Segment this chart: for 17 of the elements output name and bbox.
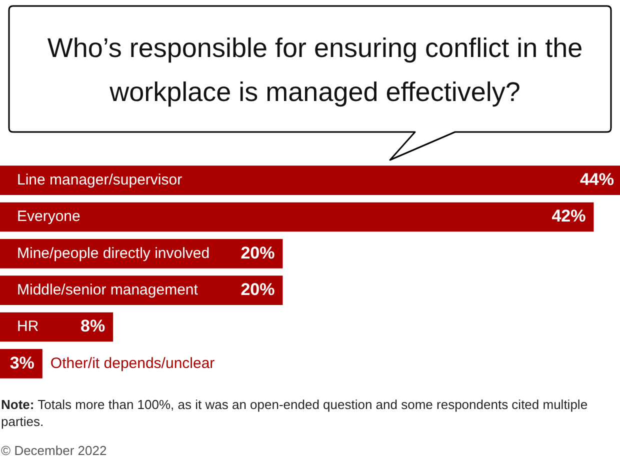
y-tick-label: Mine/people directly involved	[17, 244, 210, 262]
y-tick-label: HR	[17, 318, 39, 336]
y-tick-label: Line manager/supervisor	[17, 171, 182, 188]
y-tick-label: Everyone	[17, 208, 80, 226]
y-tick-label: Other/it depends/unclear	[50, 354, 215, 372]
data-label: 44%	[580, 170, 614, 190]
text: © December 2022	[1, 443, 107, 458]
data-label: 20%	[240, 243, 275, 262]
data-label: 8%	[80, 316, 106, 336]
bar	[0, 202, 594, 232]
data-label: 3%	[10, 353, 34, 372]
y-tick-label: Middle/senior management	[17, 281, 199, 298]
data-label: 20%	[240, 280, 275, 300]
text: Note: Totals more than 100%, as it was an open-ended question and some respondents cited multiple parties.	[1, 396, 589, 430]
data-label: 42%	[552, 206, 586, 226]
chart-title: Who’s responsible for ensuring conflict in the workplace is managed effectively?	[46, 32, 584, 109]
bar	[0, 312, 114, 342]
